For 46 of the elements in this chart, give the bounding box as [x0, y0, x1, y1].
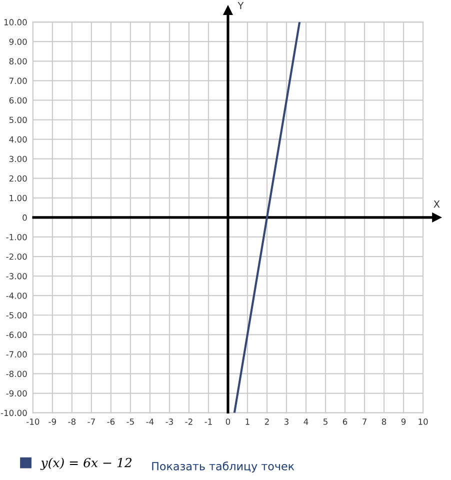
x-tick-label: -10 [26, 418, 40, 425]
y-tick-label: 5.00 [9, 116, 27, 124]
x-tick-label: -4 [146, 418, 154, 425]
x-tick-label: -9 [48, 418, 56, 425]
x-tick-label: 10 [418, 418, 428, 425]
x-tick-label: -2 [185, 418, 192, 425]
x-tick-label: 0 [226, 418, 230, 425]
x-tick-label: -7 [88, 418, 95, 425]
x-tick-label: 8 [382, 418, 386, 425]
y-tick-label: -3.00 [6, 273, 27, 280]
y-tick-label: -1.00 [6, 234, 27, 240]
x-tick-label: -1 [204, 418, 212, 425]
y-tick-label: 7.00 [9, 78, 27, 84]
x-tick-label: 3 [284, 418, 288, 425]
y-tick-label: 6.00 [9, 97, 27, 104]
x-tick-label: -8 [68, 418, 76, 425]
y-tick-label: -5.00 [6, 312, 27, 318]
x-tick-label: -6 [107, 418, 115, 425]
x-tick-label: 4 [304, 418, 308, 425]
y-tick-label: 9.00 [9, 38, 27, 45]
y-tick-label: -7.00 [6, 351, 27, 358]
y-tick-label: -9.00 [6, 390, 27, 397]
x-tick-label: 5 [324, 418, 328, 425]
x-tick-label: -5 [126, 418, 134, 425]
x-axis-title: X [434, 200, 440, 208]
y-tick-label: 8.00 [9, 58, 27, 64]
x-tick-label: 1 [246, 418, 250, 425]
y-tick-label: -6.00 [6, 332, 27, 338]
x-tick-label: 9 [401, 418, 406, 425]
x-tick-label: 2 [264, 418, 269, 425]
x-tick-label: -3 [166, 418, 173, 425]
text: Показать таблицу точек [152, 462, 294, 473]
y-tick-label: 3.00 [9, 156, 27, 162]
y-tick-label: 2.00 [9, 175, 27, 182]
x-tick-label: 7 [362, 418, 366, 425]
y-tick-label: 1.00 [10, 194, 27, 202]
y-axis-title: Y [238, 2, 244, 10]
y-tick-label: -4.00 [6, 292, 27, 299]
y-tick-label: 0 [22, 214, 27, 221]
y-tick-label: 4.00 [9, 136, 27, 143]
x-tick-label: 6 [342, 418, 348, 425]
y-tick-label: -2.00 [6, 253, 27, 260]
legend-label: y(x) = 6x − 12 [40, 458, 132, 470]
y-tick-label: -10.00 [0, 410, 27, 416]
y-tick-label: 10.00 [4, 19, 27, 26]
y-tick-label: -8.00 [6, 370, 27, 378]
